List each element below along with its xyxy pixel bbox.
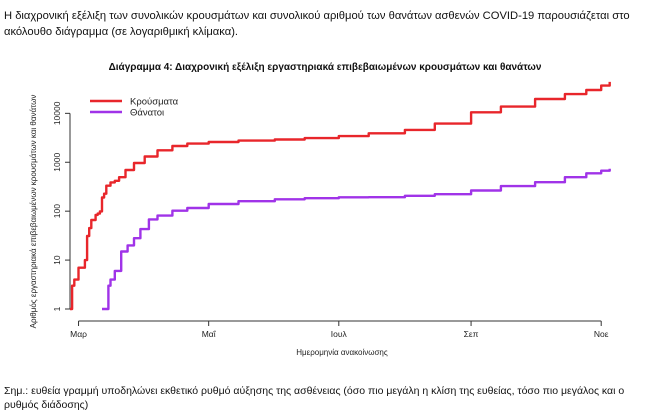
series-layer <box>70 81 611 311</box>
x-tick-label: Νοε <box>594 329 609 339</box>
x-axis-title: Ημερομηνία ανακοίνωσης <box>296 348 388 357</box>
intro-paragraph: Η διαχρονική εξέλιξη των συνολικών κρουσ… <box>4 10 630 38</box>
y-tick-label: 10 <box>52 255 62 265</box>
y-tick-label: 10000 <box>52 101 62 125</box>
chart-title: Διάγραμμα 4: Διαχρονική εξέλιξη εργαστηρ… <box>108 62 542 73</box>
x-tick-label: Σεπ <box>464 329 479 339</box>
legend-label: Θάνατοι <box>130 108 164 119</box>
x-tick-label: Μαΐ <box>202 329 217 339</box>
chart-axes: 1 10 100 1000 10000 Μαρ Μαΐ Ιουλ Σεπ Νοε <box>52 101 609 339</box>
y-tick-label: 1000 <box>52 153 62 172</box>
footnote: Σημ.: ευθεία γραμμή υποδηλώνει εκθετικό … <box>4 385 625 411</box>
y-tick-label: 1 <box>52 306 62 311</box>
x-tick-label: Ιουλ <box>331 329 348 339</box>
series-line-deaths <box>102 168 611 311</box>
y-axis-title: Αριθμός εργαστηριακά επιβεβαιωμένων κρου… <box>29 95 38 329</box>
x-tick-label: Μαρ <box>70 329 87 339</box>
legend-label: Κρούσματα <box>130 97 179 108</box>
chart: 1 10 100 1000 10000 Μαρ Μαΐ Ιουλ Σεπ Νοε Κρούσματ… <box>29 81 611 357</box>
series-line-cases <box>70 81 611 311</box>
y-tick-label: 100 <box>52 204 62 218</box>
